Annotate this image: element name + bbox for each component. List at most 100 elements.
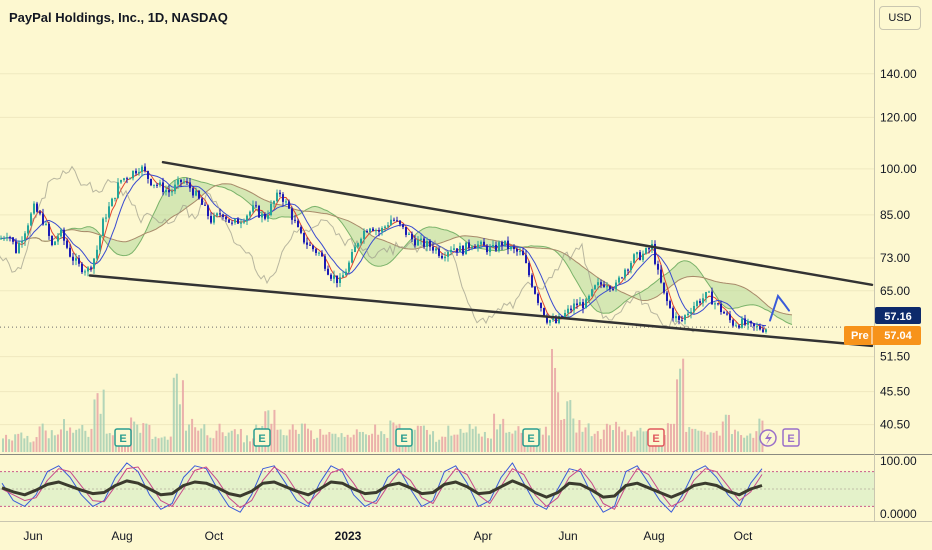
base-line — [0, 173, 767, 327]
volume-bar — [459, 428, 462, 452]
candle-body — [246, 215, 248, 222]
candle-body — [738, 325, 740, 328]
candle-body — [693, 306, 695, 312]
volume-bar — [618, 426, 621, 452]
pre-market-label: Pre — [851, 330, 869, 342]
candle-body — [225, 217, 227, 220]
volume-bar — [157, 438, 160, 452]
candle-body — [732, 320, 734, 326]
candle-body — [675, 316, 677, 319]
last-price-tag — [875, 307, 921, 324]
candle-body — [414, 239, 416, 246]
candle-body — [423, 238, 425, 247]
volume-bar — [758, 418, 761, 452]
candle-body — [594, 285, 596, 290]
candle-body — [153, 184, 155, 186]
rsi-line — [1, 479, 763, 499]
candle-body — [270, 203, 272, 215]
volume-bar — [712, 432, 715, 452]
candle-body — [24, 233, 26, 241]
volume-bar — [206, 435, 209, 452]
volume-bar — [246, 435, 248, 452]
candle-body — [282, 194, 284, 202]
candle-body — [111, 198, 113, 207]
volume-bar — [737, 431, 740, 452]
candle-body — [198, 190, 200, 199]
candle-body — [417, 239, 419, 246]
candle-body — [573, 303, 575, 311]
volume-bar — [721, 421, 724, 452]
volume-bar — [602, 429, 605, 452]
candle-body — [27, 225, 29, 234]
volume-bar — [236, 434, 239, 452]
axes: 140.00 120.00 100.00 85.00 73.00 65.00 51.50 45… — [23, 67, 917, 543]
volume-bar — [703, 431, 706, 452]
earnings-badge-label: E — [527, 433, 534, 445]
candle-body — [399, 220, 401, 225]
volume-bar — [59, 429, 62, 452]
currency-button[interactable]: USD — [879, 6, 921, 30]
volume-bar — [734, 429, 736, 452]
price-tick-label: 45.50 — [880, 385, 910, 399]
candle-body — [183, 181, 185, 183]
candle-body — [453, 248, 455, 250]
time-tick-label: 2023 — [335, 529, 362, 543]
candle-body — [561, 316, 563, 318]
volume-bar — [23, 438, 26, 452]
candle-body — [351, 251, 353, 263]
volume-bar — [368, 435, 370, 452]
candle-body — [249, 211, 251, 216]
volume-bar — [307, 428, 309, 452]
candle-body — [306, 242, 308, 245]
volume-bar — [285, 435, 288, 452]
candle-body — [114, 197, 116, 199]
candle-body — [450, 249, 452, 253]
volume-bar — [294, 429, 297, 452]
candle-body — [327, 268, 329, 275]
volume-bar — [166, 439, 169, 452]
candle-body — [84, 271, 86, 273]
candle-body — [135, 170, 137, 174]
volume-bar — [334, 433, 337, 452]
volume-bar — [483, 431, 486, 452]
candle-body — [483, 241, 485, 246]
volume-bar — [621, 431, 624, 452]
candle-body — [177, 179, 179, 185]
candle-body — [297, 220, 299, 228]
volume-bar — [380, 431, 383, 452]
time-tick-label: Jun — [558, 529, 577, 543]
candle-body — [60, 229, 62, 237]
volume-bar — [590, 436, 593, 452]
candle-body — [384, 226, 386, 229]
candle-body — [645, 248, 647, 254]
candle-body — [3, 238, 5, 240]
candle-body — [186, 181, 188, 183]
volume-bar — [203, 424, 206, 452]
volume-bar — [81, 424, 84, 452]
candle-body — [507, 240, 509, 250]
candle-body — [138, 171, 140, 174]
candle-body — [756, 326, 758, 328]
candle-body — [366, 231, 368, 233]
volume-bar — [612, 430, 614, 452]
candle-body — [579, 302, 581, 306]
volume-bar — [224, 436, 227, 452]
candle-body — [288, 201, 290, 209]
symbol-title: PayPal Holdings, Inc., 1D, NASDAQ — [9, 10, 228, 25]
volume-bar — [50, 430, 53, 452]
volume-bar — [361, 431, 364, 452]
volume-bar — [688, 427, 691, 452]
volume-bar — [493, 413, 496, 452]
candle-body — [570, 308, 572, 311]
time-tick-label: Oct — [734, 529, 753, 543]
volume-bar — [200, 428, 203, 452]
candle-body — [510, 246, 512, 250]
candle-body — [75, 258, 77, 261]
candle-body — [150, 178, 152, 186]
candle-body — [543, 308, 545, 317]
candle-body — [696, 301, 698, 307]
candle-body — [312, 245, 314, 250]
volume-bar — [663, 434, 666, 452]
candle-body — [285, 201, 287, 203]
